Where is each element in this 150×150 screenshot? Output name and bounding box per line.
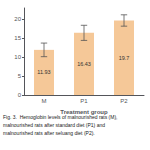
svg-text:15: 15 [14, 35, 21, 41]
svg-text:Treatment group: Treatment group [60, 109, 108, 115]
svg-text:Fig. 3. Hemoglobin levels of m: Fig. 3. Hemoglobin levels of malnourishe… [3, 113, 118, 120]
svg-text:16.43: 16.43 [77, 61, 91, 67]
svg-text:M: M [42, 98, 47, 104]
svg-text:5: 5 [18, 73, 22, 79]
svg-text:malnourished rats after standa: malnourished rats after standard diet (P… [3, 122, 105, 128]
svg-text:P1: P1 [80, 98, 88, 104]
svg-text:0: 0 [18, 92, 22, 98]
svg-text:11.93: 11.93 [37, 69, 50, 75]
svg-text:10: 10 [14, 54, 21, 60]
svg-text:P2: P2 [120, 98, 128, 104]
svg-text:19.7: 19.7 [119, 55, 130, 61]
svg-text:20: 20 [14, 16, 21, 22]
svg-text:malnourished rats after seluan: malnourished rats after seluang diet (P2… [3, 130, 95, 136]
